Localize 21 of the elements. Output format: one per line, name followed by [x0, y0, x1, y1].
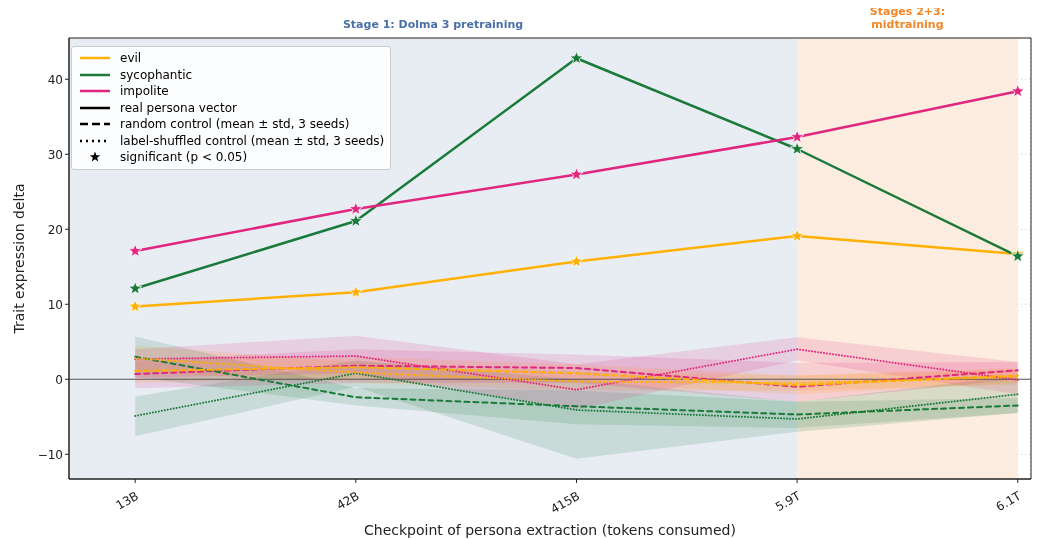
y-tick-label: 0: [55, 372, 63, 387]
y-tick-label: 30: [47, 147, 63, 162]
x-tick-label: 6.1T: [993, 488, 1025, 515]
legend-label: significant (p < 0.05): [120, 149, 248, 166]
legend-label: evil: [120, 50, 142, 67]
x-tick-label: 5.9T: [772, 488, 804, 515]
y-tick-label: 10: [47, 297, 63, 312]
y-axis-title: Trait expression delta: [11, 183, 27, 335]
x-tick-label: 13B: [113, 488, 141, 513]
x-tick-label: 415B: [548, 488, 583, 517]
legend-label: sycophantic: [120, 66, 193, 83]
legend-label: label-shuffled control (mean ± std, 3 seeds): [120, 132, 385, 149]
y-tick-label: 20: [47, 222, 63, 237]
y-tick-label: 40: [47, 72, 63, 87]
legend-label: impolite: [120, 83, 169, 100]
legend-label: real persona vector: [120, 99, 237, 116]
y-tick-label: −10: [37, 447, 63, 462]
legend-label: random control (mean ± std, 3 seeds): [120, 116, 350, 133]
x-tick-label: 42B: [334, 488, 362, 513]
band-label: Stage 1: Dolma 3 pretraining: [342, 18, 524, 31]
x-axis-title: Checkpoint of persona extraction (tokens consumed): [364, 522, 736, 538]
